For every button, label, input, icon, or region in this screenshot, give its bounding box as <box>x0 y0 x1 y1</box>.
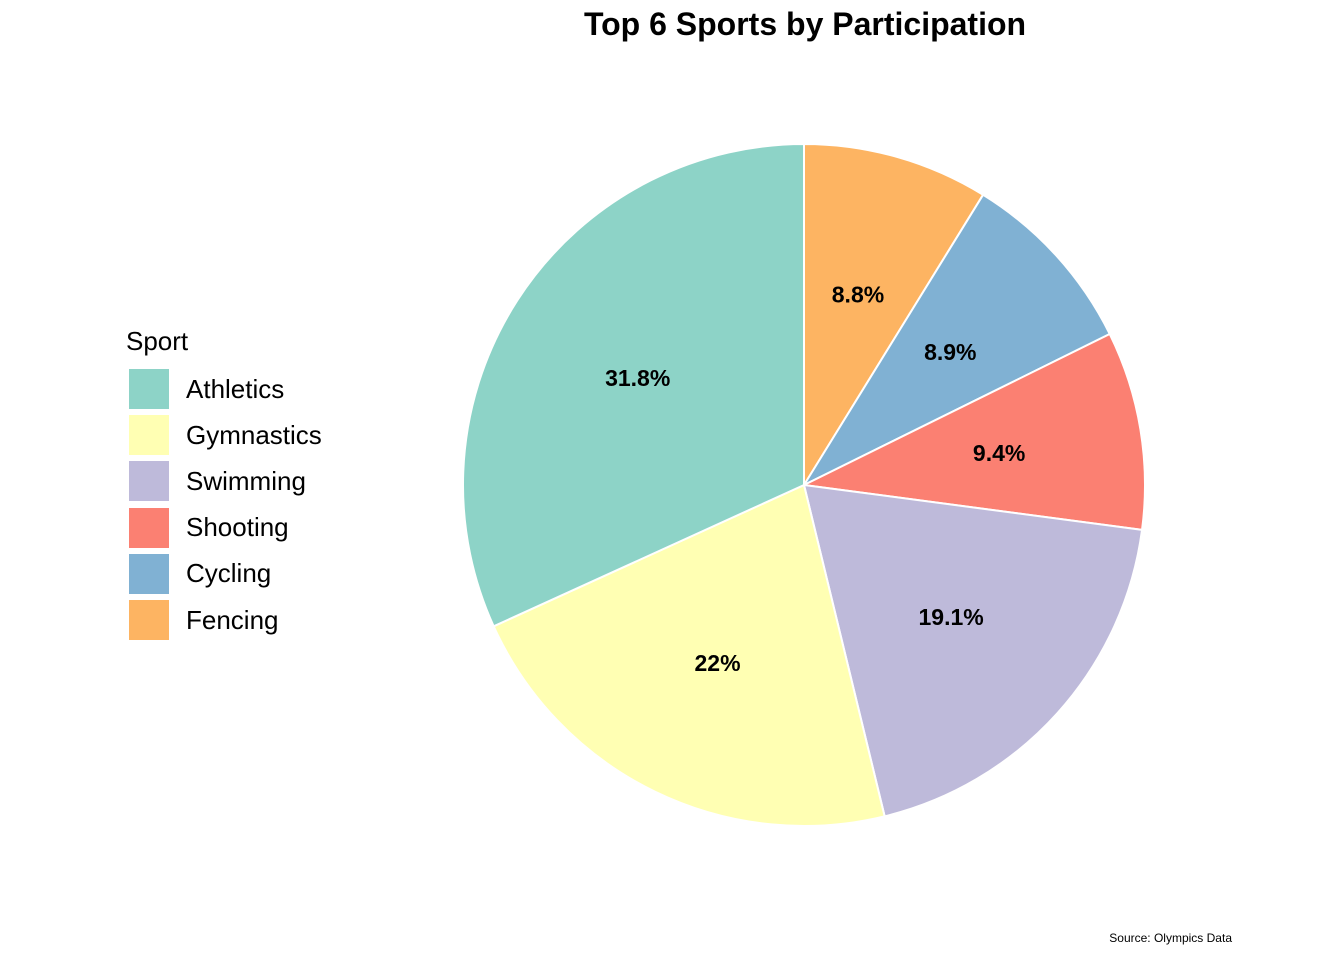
legend-swatch-cycling <box>129 553 169 594</box>
pie-slices <box>462 142 1146 827</box>
pie-slice-swimming <box>802 483 1144 818</box>
legend: Sport Athletics Gymnastics Swimming Shootin… <box>126 322 322 643</box>
slice-label-swimming: 19.1% <box>919 604 984 630</box>
legend-label-fencing: Fencing <box>186 604 279 635</box>
legend-item-swimming: Swimming <box>126 458 322 504</box>
legend-item-fencing: Fencing <box>126 597 322 643</box>
legend-label-gymnastics: Gymnastics <box>186 419 322 450</box>
legend-label-athletics: Athletics <box>186 373 285 404</box>
legend-item-cycling: Cycling <box>126 551 322 597</box>
chart-title: Top 6 Sports by Participation <box>583 6 1027 42</box>
pie-slice-gymnastics <box>492 483 886 827</box>
pie-labels: 8.8% 8.9% 9.4% 19.1% 22% 31.8% <box>605 282 1025 676</box>
legend-label-cycling: Cycling <box>186 558 272 589</box>
source-caption: Source: Olympics Data <box>1109 931 1232 945</box>
legend-swatch-shooting <box>129 507 169 548</box>
legend-items: Athletics Gymnastics Swimming Shooting Cycli… <box>126 366 322 643</box>
slice-label-fencing: 8.8% <box>832 282 884 308</box>
legend-swatch-fencing <box>129 600 169 641</box>
slice-label-shooting: 9.4% <box>973 440 1025 466</box>
slice-label-gymnastics: 22% <box>695 650 741 676</box>
legend-item-athletics: Athletics <box>126 366 322 412</box>
pie-slice-athletics <box>462 142 805 628</box>
legend-swatch-athletics <box>129 369 169 410</box>
legend-swatch-gymnastics <box>129 415 169 456</box>
legend-label-swimming: Swimming <box>186 465 306 496</box>
legend-item-shooting: Shooting <box>126 505 322 551</box>
pie-slice-fencing <box>803 142 985 489</box>
legend-title: Sport <box>126 326 189 356</box>
legend-item-gymnastics: Gymnastics <box>126 412 322 458</box>
slice-label-cycling: 8.9% <box>924 339 976 365</box>
legend-swatch-swimming <box>129 461 169 502</box>
pie-slice-cycling <box>801 193 1112 488</box>
legend-label-shooting: Shooting <box>186 512 289 543</box>
pie-slice-shooting <box>800 332 1146 531</box>
slice-label-athletics: 31.8% <box>605 365 670 391</box>
